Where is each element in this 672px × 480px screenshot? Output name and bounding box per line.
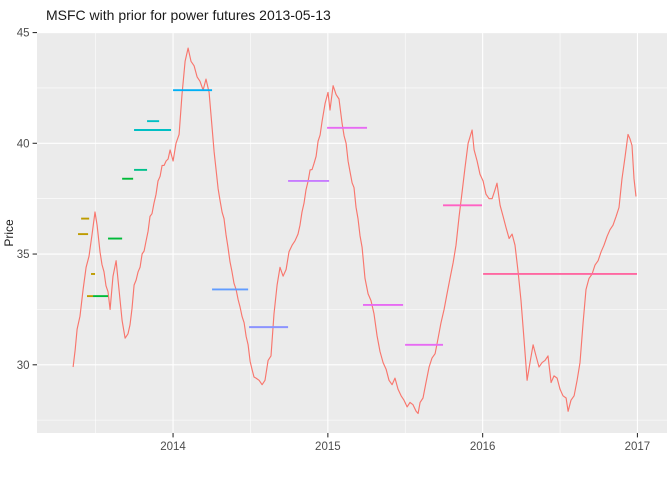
panel-background [37, 33, 667, 433]
x-tick-label: 2014 [160, 441, 186, 453]
price-line [72, 47, 637, 415]
y-tick-label: 40 [17, 138, 30, 150]
y-tick-label: 35 [17, 249, 30, 261]
x-tick-label: 2015 [315, 441, 341, 453]
x-tick-label: 2017 [625, 441, 651, 453]
y-tick-label: 45 [17, 28, 30, 40]
chart-title: MSFC with prior for power futures 2013-0… [46, 7, 331, 23]
x-tick-label: 2016 [470, 441, 496, 453]
y-tick-label: 30 [17, 360, 30, 372]
